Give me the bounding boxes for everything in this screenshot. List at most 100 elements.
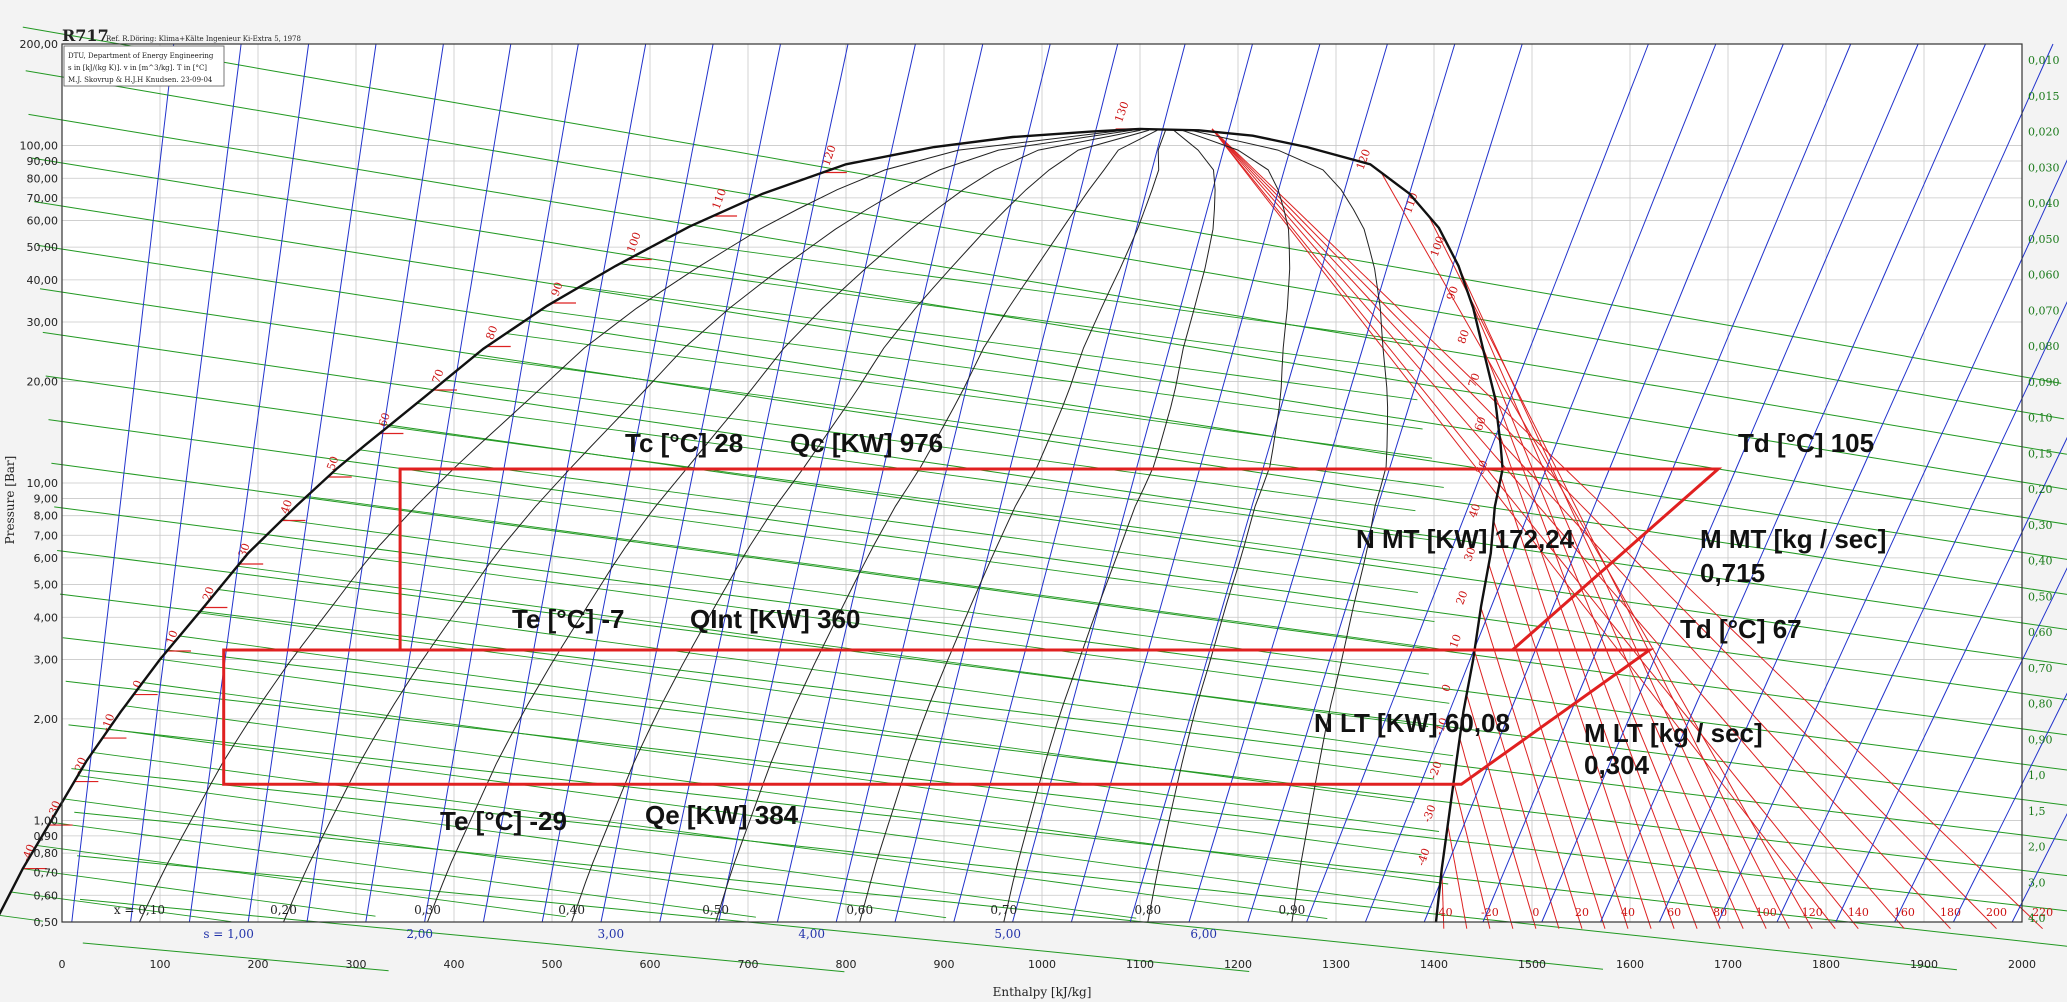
isotherm-liquid-label: 80: [483, 324, 500, 342]
isotherm-bottom-label: 60: [1667, 906, 1681, 919]
isentrope-curve: [1776, 301, 2067, 923]
quality-curve: [571, 129, 1150, 923]
y-tick-label: 0,80: [34, 847, 59, 860]
volume-label: 0,090: [2028, 376, 2060, 389]
y-tick-label: 1,00: [34, 814, 59, 827]
isochore-curve: [306, 495, 1454, 652]
volume-label: 0,70: [2028, 662, 2053, 675]
isentrope-curve: [541, 43, 714, 923]
isotherm-curve: [1473, 650, 1560, 929]
chart-header: R717 Ref. R.Döring: Klima+Kälte Ingenieu…: [62, 26, 301, 87]
isotherm-liquid-label: -10: [99, 712, 117, 733]
isochore-curve: [92, 751, 1328, 920]
x-tick-label: 500: [542, 958, 563, 971]
x-tick-label: 900: [934, 958, 955, 971]
isochore-curve: [25, 70, 2065, 420]
info-line-1: DTU, Department of Energy Engineering: [68, 52, 214, 60]
isochore-curve: [505, 333, 1433, 459]
axis-tick-layer: 0 100 200 300 400 500 600 700 800 900 1000 1100 1200…: [20, 38, 2060, 971]
volume-label: 0,40: [2028, 555, 2053, 568]
isochore-curve: [31, 157, 2067, 490]
isochore-curve: [198, 612, 1434, 780]
isentrope-curve: [718, 43, 916, 923]
isochore-curve: [160, 658, 1440, 832]
x-tick-label: 1700: [1714, 958, 1742, 971]
volume-label: 0,010: [2028, 54, 2060, 67]
quality-curve: [715, 129, 1158, 923]
volume-label: 0,040: [2028, 197, 2060, 210]
isentrope-curve: [71, 43, 175, 923]
isochore-curve: [125, 705, 1449, 885]
isentrope-label: 6,00: [1190, 927, 1217, 941]
annotation-td-mt: Td [°C] 105: [1738, 428, 1874, 458]
isentrope-curve: [1188, 43, 1456, 923]
isotherm-curve: [1470, 302, 1744, 929]
isotherm-vapor-label: 80: [1455, 328, 1472, 346]
y-tick-label: 100,00: [20, 140, 59, 153]
saturation-dome: [0, 127, 1504, 923]
isentrope-curve: [1306, 43, 1649, 923]
isotherm-curve: [1380, 172, 1813, 929]
quality-curve: [1003, 129, 1216, 923]
isotherm-vapor-label: 90: [1444, 284, 1461, 302]
isotherm-liquid-label: 20: [200, 585, 217, 603]
x-tick-label: 1100: [1126, 958, 1154, 971]
isochore-curve: [179, 635, 1415, 803]
y-tick-label: 0,60: [34, 889, 59, 902]
isentrope-curve: [247, 43, 377, 923]
isotherm-liquid-label: 70: [430, 367, 447, 385]
isochore-curve: [359, 449, 1418, 593]
saturated-liquid-line: [0, 127, 1141, 916]
annotation-te-mt: Te [°C] -7: [512, 604, 624, 634]
cycle-layer: [222, 467, 1723, 786]
isentrope-curve: [1482, 43, 1852, 923]
isentrope-curve: [600, 43, 781, 923]
isochore-curve: [65, 680, 2067, 912]
isotherm-bottom-label: 140: [1848, 906, 1869, 919]
isochore-curve: [540, 309, 1423, 430]
isochore-curve: [387, 426, 1447, 570]
volume-label: 0,020: [2028, 126, 2060, 139]
annotation-te-lt: Te [°C] -29: [440, 806, 567, 836]
isotherm-curve: [1211, 128, 1997, 930]
isotherm-curve: [1211, 128, 1905, 930]
volume-label: 0,90: [2028, 733, 2053, 746]
isotherm-vapor-label: 70: [1466, 371, 1483, 389]
isotherm-bottom-label: -40: [1435, 906, 1453, 919]
quality-label: 0,60: [846, 903, 873, 917]
volume-label: 0,30: [2028, 519, 2053, 532]
x-tick-label: 1900: [1910, 958, 1938, 971]
isentrope-curve: [1247, 43, 1523, 923]
y-tick-label: 0,70: [34, 867, 59, 880]
y-tick-label: 2,00: [34, 713, 59, 726]
x-tick-label: 200: [248, 958, 269, 971]
isotherm-curve: [1480, 607, 1583, 929]
y-tick-label: 200,00: [20, 38, 59, 51]
quality-curve: [1190, 129, 1389, 923]
isochore-curve: [331, 472, 1435, 623]
quality-label: x = 0,10: [114, 903, 165, 917]
y-tick-label: 60,00: [27, 214, 59, 227]
annotation-m-mt: M MT [kg / sec]: [1700, 524, 1886, 554]
volume-label: 1,5: [2028, 805, 2046, 818]
isotherm-vapor-label: -30: [1420, 803, 1438, 824]
isentrope-label: s = 1,00: [203, 927, 254, 941]
isochore-curve: [579, 286, 1418, 401]
isochore-curve: [473, 356, 1444, 488]
isochore-curve: [22, 868, 376, 917]
x-tick-label: 300: [346, 958, 367, 971]
quality-label: 0,50: [702, 903, 729, 917]
annotation-layer: Tc [°C] 28 Qc [KW] 976 Td [°C] 105 N MT …: [440, 428, 1886, 836]
y-tick-label: 0,50: [34, 916, 59, 929]
volume-label: 0,50: [2028, 590, 2053, 603]
isochore-curve: [51, 462, 2067, 736]
isochore-curve: [68, 724, 2067, 947]
isotherm-liquid-label: -40: [19, 842, 37, 863]
isotherm-bottom-label: 120: [1802, 906, 1823, 919]
quality-label: 0,40: [558, 903, 585, 917]
y-tick-label: 4,00: [34, 611, 59, 624]
isotherm-layer: -40 -20 0 20 40 60 80 100 120 140 160 180 200 220-40-…: [19, 100, 2053, 930]
isotherm-bottom-label: 220: [2032, 906, 2053, 919]
isochore-curve: [34, 201, 2067, 525]
